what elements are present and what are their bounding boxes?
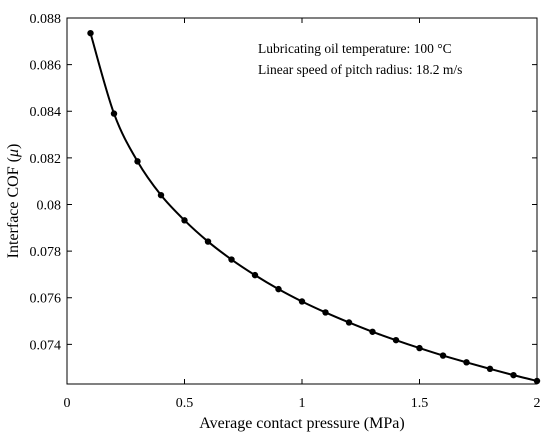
y-axis-label: Interface COF (μ) <box>5 144 22 259</box>
y-tick-label: 0.088 <box>30 12 62 27</box>
data-point <box>463 359 470 366</box>
data-point <box>87 29 94 37</box>
y-tick-label: 0.084 <box>30 105 62 120</box>
y-tick-label: 0.074 <box>30 338 62 353</box>
y-tick-label: 0.078 <box>30 245 62 260</box>
x-tick-label: 0 <box>64 396 71 411</box>
x-axis: 0 0.5 1 1.5 2 <box>64 18 541 411</box>
data-point <box>298 298 306 305</box>
y-tick-label: 0.082 <box>30 152 62 167</box>
data-point <box>392 336 400 344</box>
y-axis-label-suffix: ) <box>5 144 22 149</box>
y-tick-label: 0.076 <box>30 292 62 307</box>
y-axis-label-prefix: Interface COF ( <box>5 157 22 258</box>
y-tick-label: 0.086 <box>30 59 62 74</box>
series-line <box>89 32 538 382</box>
data-point <box>275 285 282 293</box>
y-tick-label: 0.08 <box>37 198 62 213</box>
data-point <box>533 377 541 385</box>
y-axis: 0.074 0.076 0.078 0.08 0.082 0.084 0.086 0.088 <box>30 12 537 353</box>
data-point <box>251 271 259 279</box>
data-point <box>369 328 376 335</box>
data-point <box>416 344 423 352</box>
data-point <box>510 371 517 379</box>
data-point <box>134 158 141 165</box>
data-point <box>345 319 353 326</box>
data-point <box>322 309 329 316</box>
x-tick-label: 1.5 <box>411 396 429 411</box>
data-point <box>110 110 118 117</box>
x-tick-label: 0.5 <box>176 396 194 411</box>
data-point <box>228 256 235 263</box>
data-point <box>157 191 165 199</box>
data-point <box>486 365 494 373</box>
annotation-linear-speed: Linear speed of pitch radius: 18.2 m/s <box>258 62 462 77</box>
x-axis-label: Average contact pressure (MPa) <box>199 415 404 432</box>
y-axis-label-symbol: μ <box>5 149 22 158</box>
data-point <box>181 217 188 224</box>
data-point <box>439 352 447 359</box>
x-tick-label: 2 <box>534 396 541 411</box>
series-layer <box>87 29 541 385</box>
data-point <box>204 238 212 245</box>
x-tick-label: 1 <box>299 396 306 411</box>
annotation-oil-temperature: Lubricating oil temperature: 100 °C <box>258 41 452 56</box>
